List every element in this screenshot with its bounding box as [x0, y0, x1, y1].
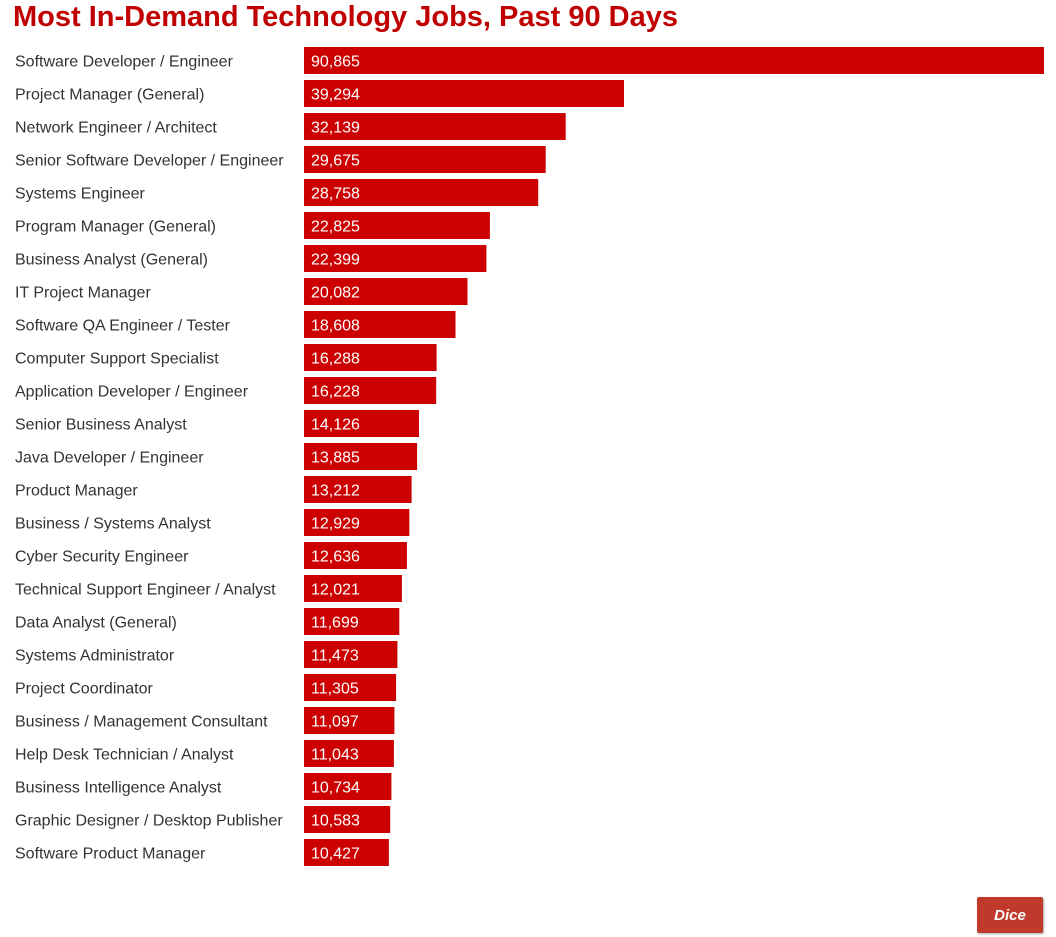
bar — [304, 245, 487, 272]
bar-value-label: 20,082 — [311, 285, 360, 302]
bar-value-label: 32,139 — [311, 120, 360, 137]
bar — [304, 476, 412, 503]
bar-value-label: 16,288 — [311, 351, 360, 368]
category-label: Business Intelligence Analyst — [15, 780, 222, 797]
bar — [304, 311, 456, 338]
bar — [304, 740, 394, 767]
bar — [304, 278, 468, 305]
bar-value-label: 10,734 — [311, 780, 360, 797]
bar-value-label: 12,021 — [311, 582, 360, 599]
bar — [304, 146, 546, 173]
dice-logo-text: Dice — [994, 906, 1026, 924]
bar — [304, 575, 402, 602]
category-label: Help Desk Technician / Analyst — [15, 747, 234, 764]
category-label: Project Coordinator — [15, 681, 154, 698]
bar-value-label: 10,583 — [311, 813, 360, 830]
bar — [304, 344, 437, 371]
bar-value-label: 11,043 — [311, 747, 359, 764]
category-label: Product Manager — [15, 483, 138, 500]
bar-value-label: 12,929 — [311, 516, 360, 533]
chart-title: Most In-Demand Technology Jobs, Past 90 … — [13, 1, 679, 33]
category-label: Cyber Security Engineer — [15, 549, 189, 566]
bar — [304, 509, 410, 536]
bar — [304, 212, 490, 239]
category-label: Technical Support Engineer / Analyst — [15, 582, 276, 599]
bar-value-label: 12,636 — [311, 549, 360, 566]
category-label: Computer Support Specialist — [15, 351, 219, 368]
category-label: Application Developer / Engineer — [15, 384, 249, 401]
category-label: Business / Management Consultant — [15, 714, 268, 731]
category-label: Network Engineer / Architect — [15, 120, 217, 137]
bar — [304, 179, 539, 206]
category-label: Business Analyst (General) — [15, 252, 208, 269]
bar-value-label: 11,473 — [311, 648, 359, 665]
bar-value-label: 18,608 — [311, 318, 360, 335]
bar-value-label: 22,825 — [311, 219, 360, 236]
bar — [304, 113, 566, 140]
category-label: Software Product Manager — [15, 846, 206, 863]
bar — [304, 410, 419, 437]
category-label: Software QA Engineer / Tester — [15, 318, 231, 335]
category-label: Program Manager (General) — [15, 219, 216, 236]
bar-value-label: 14,126 — [311, 417, 360, 434]
bar-value-label: 90,865 — [311, 54, 360, 71]
bar-value-label: 11,699 — [311, 615, 359, 632]
dice-logo: Dice — [977, 897, 1043, 933]
bar — [304, 80, 624, 107]
bar-value-label: 29,675 — [311, 153, 360, 170]
category-label: Systems Engineer — [15, 186, 146, 203]
bar-value-label: 39,294 — [311, 87, 360, 104]
category-label: Java Developer / Engineer — [15, 450, 204, 467]
bar — [304, 377, 437, 404]
category-label: Project Manager (General) — [15, 87, 204, 104]
bar-value-label: 22,399 — [311, 252, 360, 269]
bar-value-label: 11,097 — [311, 714, 359, 731]
bar — [304, 707, 395, 734]
bar — [304, 773, 392, 800]
bar — [304, 641, 398, 668]
category-label: Systems Administrator — [15, 648, 175, 665]
category-label: Graphic Designer / Desktop Publisher — [15, 813, 283, 830]
category-label: Senior Software Developer / Engineer — [15, 153, 284, 170]
bar — [304, 542, 407, 569]
bar — [304, 839, 389, 866]
category-label: Software Developer / Engineer — [15, 54, 234, 71]
bar-value-label: 16,228 — [311, 384, 360, 401]
bar-value-label: 28,758 — [311, 186, 360, 203]
category-label: Business / Systems Analyst — [15, 516, 211, 533]
category-label: Data Analyst (General) — [15, 615, 177, 632]
bar-value-label: 13,212 — [311, 483, 360, 500]
bar — [304, 443, 418, 470]
bar — [304, 674, 397, 701]
bar — [304, 47, 1044, 74]
bar-value-label: 11,305 — [311, 681, 359, 698]
category-label: IT Project Manager — [15, 285, 151, 302]
category-label: Senior Business Analyst — [15, 417, 187, 434]
bar-value-label: 13,885 — [311, 450, 360, 467]
bar-value-label: 10,427 — [311, 846, 360, 863]
bar — [304, 608, 400, 635]
bar — [304, 806, 391, 833]
